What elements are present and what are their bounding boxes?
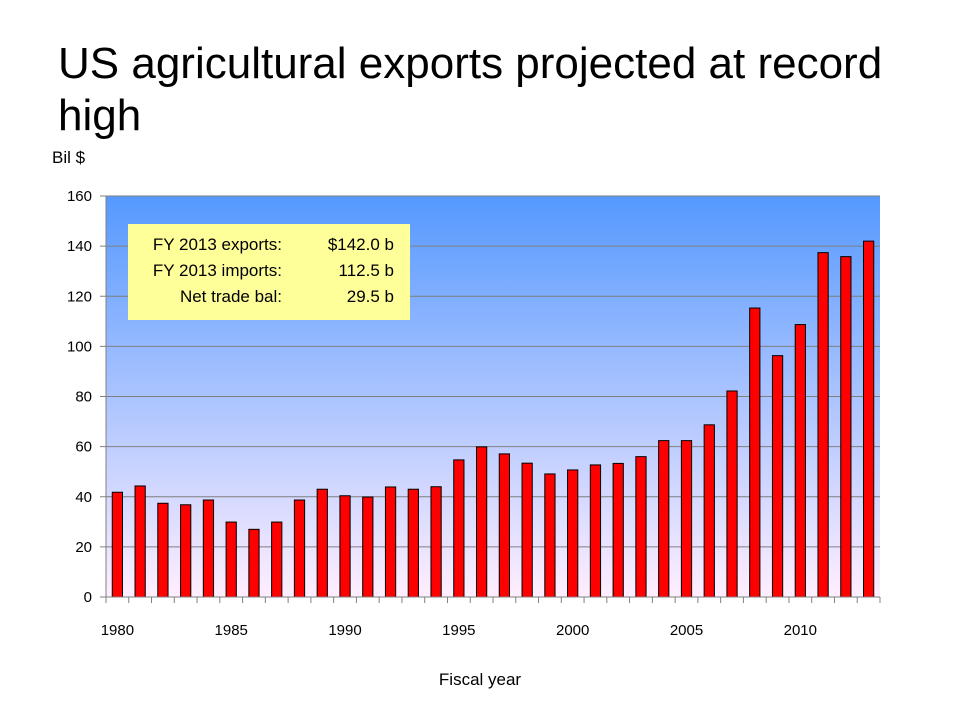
- bar-2003: [635, 456, 647, 598]
- y-tick-label: 0: [84, 589, 92, 606]
- summary-value: $142.0 b: [327, 235, 394, 254]
- summary-value: 29.5 b: [346, 287, 394, 306]
- bar-1990: [339, 495, 351, 598]
- summary-row-exports: FY 2013 exports: $142.0 b: [128, 232, 410, 258]
- summary-label: FY 2013 imports:: [152, 261, 282, 280]
- y-axis-unit-label: Bil $: [52, 148, 86, 167]
- bar-1988: [293, 499, 306, 598]
- bar-1992: [384, 486, 397, 598]
- x-axis-title: Fiscal year: [438, 670, 522, 689]
- bar-1985: [225, 521, 237, 598]
- bar-2012: [840, 256, 852, 598]
- y-tick-label: 80: [75, 389, 92, 406]
- axes: [100, 195, 881, 603]
- x-tick-label: 2000: [556, 622, 589, 639]
- bar-2011: [817, 252, 829, 598]
- bar-2004: [658, 440, 670, 598]
- bar-1984: [202, 499, 215, 598]
- bar-1998: [521, 462, 533, 598]
- bar-2000: [567, 469, 579, 598]
- x-tick-labels: 1980 1985 1990 1995 2000 2005 2010: [101, 622, 817, 639]
- summary-row-net-trade: Net trade bal: 29.5 b: [128, 284, 410, 310]
- summary-label: FY 2013 exports:: [152, 235, 282, 254]
- bar-1982: [157, 502, 169, 598]
- bar-2008: [749, 307, 761, 598]
- bar-2006: [703, 424, 715, 598]
- bar-1987: [271, 521, 283, 598]
- y-tick-label: 40: [75, 489, 92, 506]
- summary-row-imports: FY 2013 imports: 112.5 b: [128, 258, 410, 284]
- bar-1995: [453, 459, 465, 598]
- x-tick-label: 1990: [328, 622, 361, 639]
- bar-1980: [111, 491, 124, 598]
- summary-value: 112.5 b: [338, 261, 394, 280]
- x-tick-label: 1980: [101, 622, 134, 639]
- bar-1994: [430, 486, 442, 598]
- y-tick-label: 20: [75, 539, 92, 556]
- slide-title: US agricultural exports projected at rec…: [58, 39, 883, 140]
- bar-1991: [362, 496, 374, 598]
- bar-1993: [407, 488, 419, 598]
- x-tick-label: 1995: [442, 622, 475, 639]
- y-tick-label: 160: [67, 188, 92, 205]
- bar-2009: [771, 355, 784, 598]
- bar-2007: [726, 390, 738, 598]
- bar-2010: [794, 324, 806, 598]
- bar-1986: [248, 528, 260, 598]
- bar-1996: [475, 446, 488, 598]
- y-tick-label: 60: [75, 439, 92, 456]
- y-tick-label: 120: [67, 288, 92, 305]
- bar-2002: [612, 462, 624, 598]
- x-tick-label: 2005: [670, 622, 703, 639]
- bar-2001: [589, 464, 602, 598]
- x-tick-label: 1985: [215, 622, 248, 639]
- y-tick-label: 140: [67, 238, 92, 255]
- bar-1981: [134, 485, 146, 598]
- x-tick-label: 2010: [784, 622, 817, 639]
- bar-2005: [680, 440, 693, 598]
- y-tick-labels: 0 20 40 60 80 100 120 140 160: [67, 188, 92, 606]
- bars: [111, 240, 875, 598]
- bar-2013: [862, 240, 875, 598]
- trade-summary-box: FY 2013 exports: $142.0 b FY 2013 import…: [128, 224, 410, 320]
- bar-1983: [180, 504, 192, 598]
- y-tick-label: 100: [67, 338, 92, 355]
- bar-1989: [316, 488, 328, 598]
- summary-label: Net trade bal:: [179, 287, 282, 306]
- bar-1999: [544, 473, 556, 598]
- bar-1997: [498, 453, 511, 598]
